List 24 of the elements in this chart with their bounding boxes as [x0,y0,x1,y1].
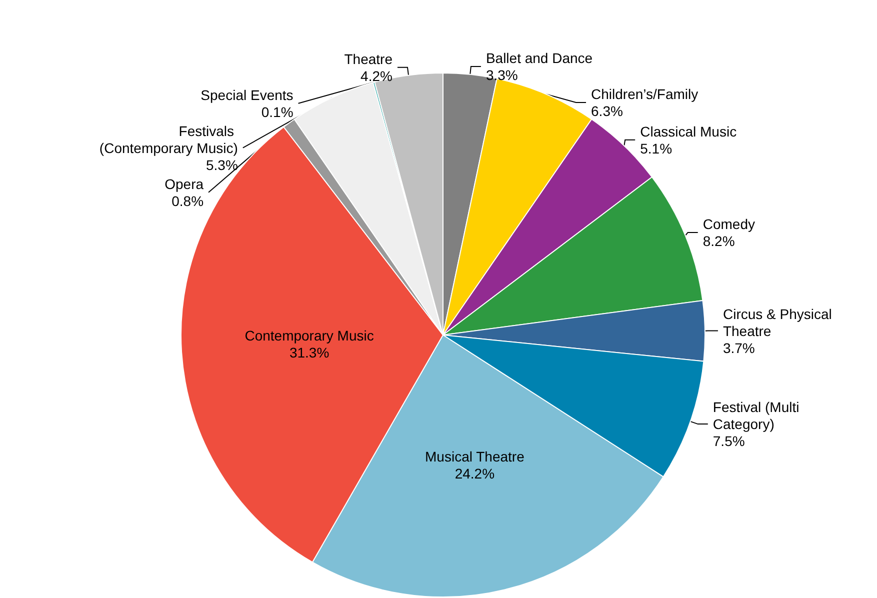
data-label: 8.2% [702,232,735,249]
slice-label: Comedy [702,216,755,232]
slice-label: Circus & Physical Theatre [722,306,836,339]
data-label: 3.7% [722,340,755,356]
data-label: 4.2% [360,68,392,84]
data-label: 5.1% [640,140,672,156]
slice-label: Special Events [200,86,294,103]
data-label: 7.5% [712,433,745,450]
data-label: 31.3% [289,344,330,360]
slice-label: Contemporary Music [244,327,374,344]
data-label: 24.2% [454,466,495,482]
slice-label: Opera [164,176,204,192]
slice-label: Children’s/Family [591,86,698,102]
data-label: 0.8% [172,192,204,209]
slice-label: Ballet and Dance [486,50,593,66]
data-label: 0.1% [261,104,294,120]
data-label: 3.3% [486,66,518,83]
slice-label: Musical Theatre [425,448,525,465]
slice-label: Theatre [344,50,393,67]
slice-label: Festival (Multi Category) [712,399,804,432]
slice-label: Classical Music [640,123,737,140]
data-label: 5.3% [206,156,238,173]
slice-label: Festivals (Contemporary Music) [99,122,238,156]
data-label: 6.3% [591,102,623,119]
